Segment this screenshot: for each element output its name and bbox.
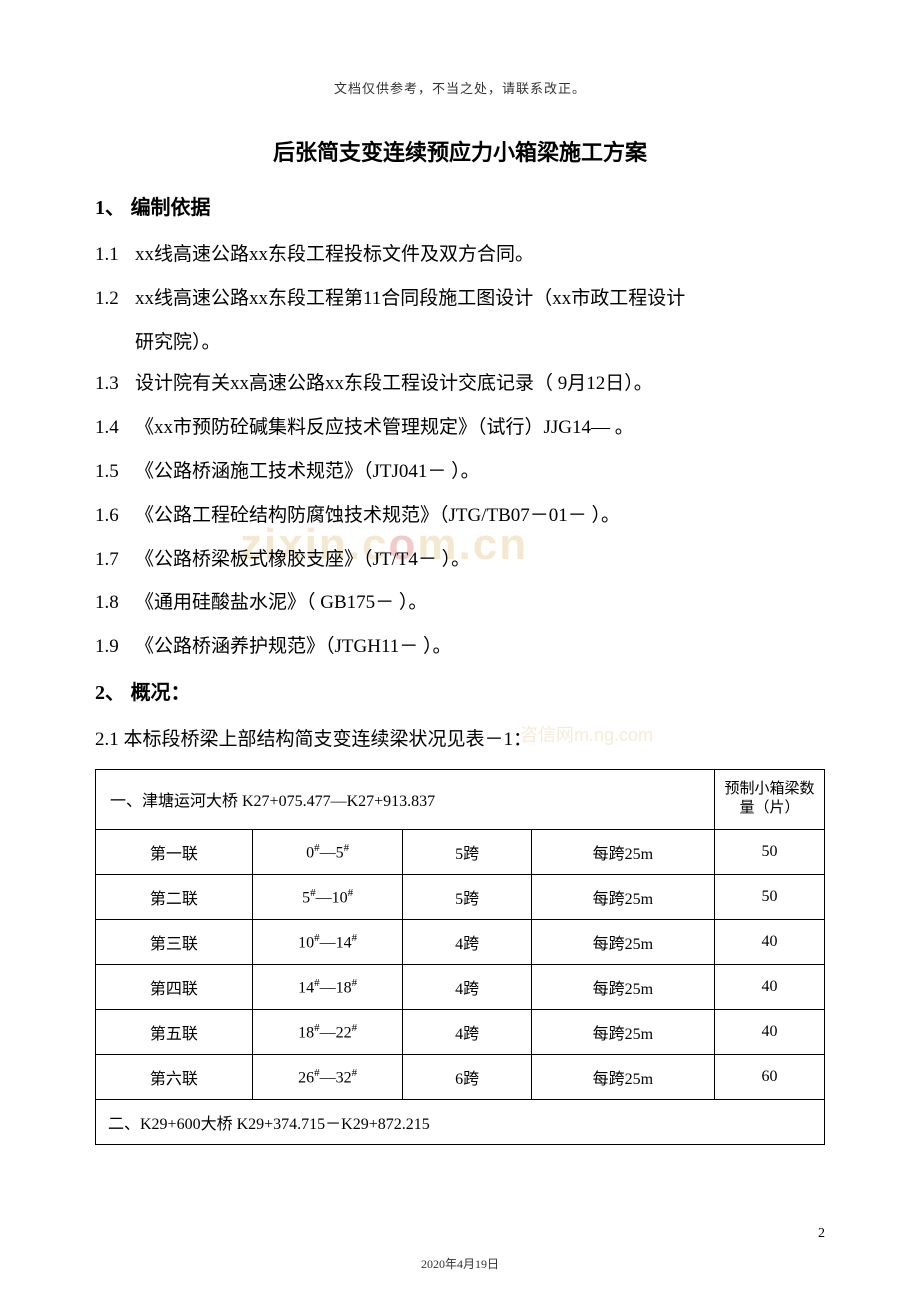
cell-count: 40 <box>715 1009 825 1054</box>
ref-text: xx线高速公路xx东段工程投标文件及双方合同。 <box>135 234 825 276</box>
cell-range: 5#—10# <box>252 874 403 919</box>
ref-num: 1.7 <box>95 539 135 581</box>
ref-text: 《公路桥梁板式橡胶支座》（JT/T4－ ）。 <box>135 539 825 581</box>
cell-span: 4跨 <box>403 1009 531 1054</box>
cell-lian: 第一联 <box>96 829 253 874</box>
ref-text: xx线高速公路xx东段工程第11合同段施工图设计（xx市政工程设计 <box>135 278 825 320</box>
ref-text: 《通用硅酸盐水泥》（ GB175－ ）。 <box>135 582 825 624</box>
table-header-title: 一、津塘运河大桥 K27+075.477—K27+913.837 <box>96 769 715 829</box>
ref-text: 《公路桥涵养护规范》（JTGH11－ ）。 <box>135 626 825 668</box>
table-row: 第五联 18#—22# 4跨 每跨25m 40 <box>96 1009 825 1054</box>
cell-lian: 第四联 <box>96 964 253 1009</box>
cell-lian: 第六联 <box>96 1054 253 1099</box>
cell-each: 每跨25m <box>531 1054 714 1099</box>
section-1-label: 编制依据 <box>131 197 211 219</box>
ref-text: 设计院有关xx高速公路xx东段工程设计交底记录（ 9月12日）。 <box>135 363 825 405</box>
ref-item: 1.4 《xx市预防砼碱集料反应技术管理规定》（试行）JJG14— 。 <box>95 407 825 449</box>
cell-count: 50 <box>715 829 825 874</box>
ref-num: 1.5 <box>95 451 135 493</box>
cell-span: 4跨 <box>403 919 531 964</box>
table-header-row: 一、津塘运河大桥 K27+075.477—K27+913.837 预制小箱梁数量… <box>96 769 825 829</box>
cell-range: 26#—32# <box>252 1054 403 1099</box>
ref-item: 1.5 《公路桥涵施工技术规范》（JTJ041－ ）。 <box>95 451 825 493</box>
ref-num: 1.2 <box>95 278 135 320</box>
cell-count: 40 <box>715 919 825 964</box>
ref-num: 1.9 <box>95 626 135 668</box>
header-note: 文档仅供参考，不当之处，请联系改正。 <box>95 78 825 97</box>
cell-each: 每跨25m <box>531 874 714 919</box>
section-2-label: 概况： <box>131 682 191 704</box>
ref-text: 《公路工程砼结构防腐蚀技术规范》（JTG/TB07－01－ ）。 <box>135 495 825 537</box>
cell-each: 每跨25m <box>531 964 714 1009</box>
ref-item: 1.7 《公路桥梁板式橡胶支座》（JT/T4－ ）。 <box>95 539 825 581</box>
section-2-num: 2、 <box>95 682 125 704</box>
ref-num: 1.8 <box>95 582 135 624</box>
ref-num: 1.4 <box>95 407 135 449</box>
table-section-title: 二、K29+600大桥 K29+374.715－K29+872.215 <box>96 1099 825 1144</box>
cell-count: 50 <box>715 874 825 919</box>
cell-span: 4跨 <box>403 964 531 1009</box>
table-row: 第三联 10#—14# 4跨 每跨25m 40 <box>96 919 825 964</box>
ref-num: 1.1 <box>95 234 135 276</box>
cell-each: 每跨25m <box>531 919 714 964</box>
ref-num: 1.3 <box>95 363 135 405</box>
cell-each: 每跨25m <box>531 1009 714 1054</box>
table-row: 第四联 14#—18# 4跨 每跨25m 40 <box>96 964 825 1009</box>
ref-item: 1.9 《公路桥涵养护规范》（JTGH11－ ）。 <box>95 626 825 668</box>
ref-item: 1.8 《通用硅酸盐水泥》（ GB175－ ）。 <box>95 582 825 624</box>
ref-text: 《公路桥涵施工技术规范》（JTJ041－ ）。 <box>135 451 825 493</box>
document-title: 后张简支变连续预应力小箱梁施工方案 <box>95 135 825 167</box>
table-header-count: 预制小箱梁数量（片） <box>715 769 825 829</box>
cell-range: 14#—18# <box>252 964 403 1009</box>
bridge-table: 一、津塘运河大桥 K27+075.477—K27+913.837 预制小箱梁数量… <box>95 769 825 1145</box>
ref-item: 1.1 xx线高速公路xx东段工程投标文件及双方合同。 <box>95 234 825 276</box>
ref-continuation: 研究院）。 <box>95 322 825 364</box>
cell-range: 18#—22# <box>252 1009 403 1054</box>
ref-item: 1.3 设计院有关xx高速公路xx东段工程设计交底记录（ 9月12日）。 <box>95 363 825 405</box>
section-2-heading: 2、 概况： <box>95 676 825 705</box>
cell-range: 0#—5# <box>252 829 403 874</box>
table-section-row: 二、K29+600大桥 K29+374.715－K29+872.215 <box>96 1099 825 1144</box>
ref-item: 1.6 《公路工程砼结构防腐蚀技术规范》（JTG/TB07－01－ ）。 <box>95 495 825 537</box>
cell-count: 60 <box>715 1054 825 1099</box>
section-1-heading: 1、 编制依据 <box>95 191 825 220</box>
ref-text: 《xx市预防砼碱集料反应技术管理规定》（试行）JJG14— 。 <box>135 407 825 449</box>
table-row: 第二联 5#—10# 5跨 每跨25m 50 <box>96 874 825 919</box>
table-row: 第一联 0#—5# 5跨 每跨25m 50 <box>96 829 825 874</box>
cell-lian: 第二联 <box>96 874 253 919</box>
subsection-2-1: 2.1 本标段桥梁上部结构简支变连续梁状况见表－1： <box>95 719 825 761</box>
footer-date: 2020年4月19日 <box>0 1255 920 1272</box>
cell-lian: 第三联 <box>96 919 253 964</box>
cell-range: 10#—14# <box>252 919 403 964</box>
cell-span: 5跨 <box>403 874 531 919</box>
page-number: 2 <box>818 1226 825 1242</box>
cell-span: 6跨 <box>403 1054 531 1099</box>
ref-num: 1.6 <box>95 495 135 537</box>
cell-each: 每跨25m <box>531 829 714 874</box>
cell-span: 5跨 <box>403 829 531 874</box>
cell-lian: 第五联 <box>96 1009 253 1054</box>
table-row: 第六联 26#—32# 6跨 每跨25m 60 <box>96 1054 825 1099</box>
section-1-num: 1、 <box>95 197 125 219</box>
ref-item: 1.2 xx线高速公路xx东段工程第11合同段施工图设计（xx市政工程设计 <box>95 278 825 320</box>
cell-count: 40 <box>715 964 825 1009</box>
